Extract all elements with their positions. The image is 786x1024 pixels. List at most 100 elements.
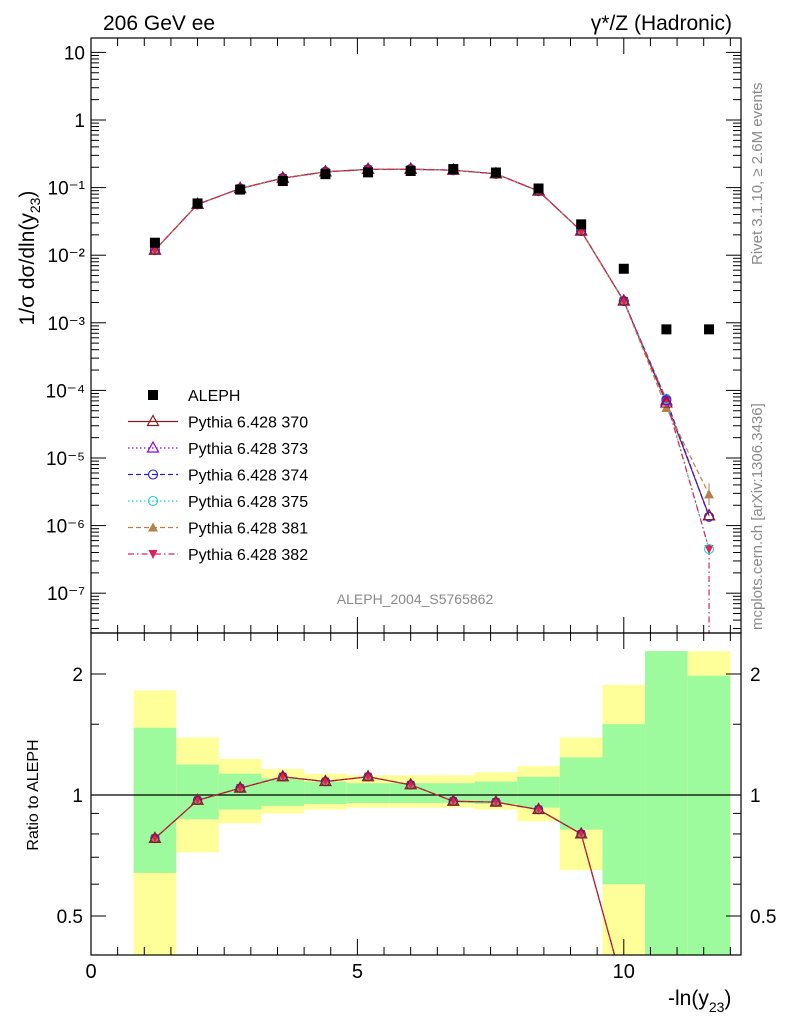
legend-entry: Pythia 6.428 381 xyxy=(128,521,308,538)
main-y-tick-label: 10⁻⁶ xyxy=(46,517,85,538)
main-y-tick-label: 10⁻² xyxy=(48,246,86,267)
data-point-aleph xyxy=(533,183,544,194)
legend-label: Pythia 6.428 382 xyxy=(188,547,308,564)
band-inner-bin xyxy=(176,764,219,820)
analysis-label: ALEPH_2004_S5765862 xyxy=(337,591,494,607)
band-inner-bin xyxy=(645,651,688,955)
data-point-aleph xyxy=(576,219,587,230)
legend-label: Pythia 6.428 381 xyxy=(188,521,308,538)
data-point-aleph xyxy=(618,263,629,274)
legend-entry: Pythia 6.428 382 xyxy=(128,547,308,564)
band-inner-bin xyxy=(261,778,305,806)
ratio-marker-370 xyxy=(489,794,503,807)
data-point-aleph xyxy=(149,237,160,248)
data-point-aleph xyxy=(661,324,672,335)
series-line-375 xyxy=(154,168,710,550)
legend-entry: Pythia 6.428 373 xyxy=(128,440,308,458)
ratio-y-tick-label-right: 1 xyxy=(750,786,761,807)
ratio-marker-370 xyxy=(574,826,588,839)
ratio-y-tick-label-right: 0.5 xyxy=(750,907,776,928)
ratio-y-tick-label-left: 2 xyxy=(72,665,83,686)
x-tick-label: 5 xyxy=(352,961,363,983)
svg-text:1/σ dσ/dln(y23): 1/σ dσ/dln(y23) xyxy=(16,191,43,326)
legend-entry: ALEPH xyxy=(148,388,240,405)
main-plot-frame xyxy=(90,37,742,634)
header-left: 206 GeV ee xyxy=(103,12,215,35)
band-inner-bin xyxy=(687,675,731,955)
data-point-aleph xyxy=(363,167,374,178)
legend-label: ALEPH xyxy=(188,388,240,405)
data-point-aleph xyxy=(405,166,416,177)
series-line-373 xyxy=(154,168,710,516)
data-point-aleph xyxy=(277,176,288,187)
marker-370 xyxy=(148,242,162,255)
data-point-aleph xyxy=(192,198,203,209)
data-point-aleph xyxy=(320,169,331,180)
main-y-tick-label: 10⁻⁷ xyxy=(47,584,85,605)
legend-marker-370 xyxy=(146,414,160,427)
legend-entry: Pythia 6.428 375 xyxy=(128,494,308,511)
band-inner-bin xyxy=(389,783,432,804)
main-y-tick-label: 10⁻¹ xyxy=(48,179,86,200)
series-line-381 xyxy=(154,168,710,495)
marker-370 xyxy=(659,395,673,408)
legend: ALEPH Pythia 6.428 370 Pythia 6.428 373 Pyt… xyxy=(128,388,308,564)
marker-375 xyxy=(703,543,715,555)
legend-label: Pythia 6.428 373 xyxy=(188,441,308,458)
ratio-marker-370 xyxy=(446,793,460,806)
legend-entry: Pythia 6.428 374 xyxy=(128,468,308,485)
x-axis-label: -ln(y23) xyxy=(668,987,731,1015)
legend-label: Pythia 6.428 370 xyxy=(188,415,308,432)
ratio-y-tick-label-left: 0.5 xyxy=(57,907,83,928)
ratio-marker-370 xyxy=(191,793,205,805)
marker-373 xyxy=(659,393,673,406)
series-line-374 xyxy=(154,168,710,517)
ratio-plot-panel: 0 5 10 0.5 0.5 1 1 2 2 xyxy=(57,632,776,983)
main-y-tick-label: 10 xyxy=(64,43,85,64)
ratio-y-tick-label-left: 1 xyxy=(72,786,83,807)
legend-marker-373 xyxy=(146,440,160,453)
ratio-plot-frame xyxy=(90,632,742,956)
marker-370 xyxy=(574,223,588,236)
marker-382 xyxy=(704,545,714,555)
ratio-marker-370 xyxy=(318,774,332,787)
main-y-tick-label: 10⁻⁴ xyxy=(46,381,85,402)
ratio-marker-370 xyxy=(404,777,418,790)
band-inner-bin xyxy=(474,781,518,804)
legend-label: Pythia 6.428 374 xyxy=(188,468,308,485)
legend-marker-381 xyxy=(148,522,158,532)
ratio-y-axis-label: Ratio to ALEPH xyxy=(25,739,42,850)
x-tick-label: 10 xyxy=(613,961,635,983)
legend-marker-382 xyxy=(148,550,158,559)
main-y-tick-label: 10⁻³ xyxy=(48,314,86,335)
band-inner-bin xyxy=(133,727,177,873)
x-tick-label: 0 xyxy=(85,961,96,983)
ratio-marker-370 xyxy=(361,769,375,782)
series-line-370 xyxy=(154,168,710,516)
legend-marker-375 xyxy=(147,495,159,507)
legend-marker-ALEPH xyxy=(148,390,158,400)
main-series xyxy=(148,161,716,633)
data-point-aleph xyxy=(235,184,246,195)
marker-370 xyxy=(702,508,716,521)
data-point-aleph xyxy=(490,167,501,178)
legend-label: Pythia 6.428 375 xyxy=(188,494,308,511)
ratio-y-tick-label-right: 2 xyxy=(750,665,761,686)
rivet-version-label: Rivet 3.1.10, ≥ 2.6M events xyxy=(749,83,766,266)
ratio-series xyxy=(148,769,621,955)
ratio-marker-370 xyxy=(148,831,162,843)
series-line-382 xyxy=(154,168,710,550)
main-y-tick-label: 10⁻⁵ xyxy=(46,449,85,470)
ratio-marker-370 xyxy=(532,802,546,815)
legend-marker-374 xyxy=(147,469,159,480)
band-inner-bin xyxy=(304,781,347,804)
ratio-marker-370 xyxy=(233,780,247,793)
ratio-marker-370 xyxy=(276,769,290,782)
band-inner-bin xyxy=(431,783,475,804)
svg-text:-ln(y23): -ln(y23) xyxy=(668,987,731,1015)
ratio-uncertainty-bands xyxy=(133,651,731,955)
band-inner-bin xyxy=(346,783,390,804)
marker-370 xyxy=(617,293,631,306)
mcplots-label: mcplots.cern.ch [arXiv:1306.3436] xyxy=(749,403,766,630)
